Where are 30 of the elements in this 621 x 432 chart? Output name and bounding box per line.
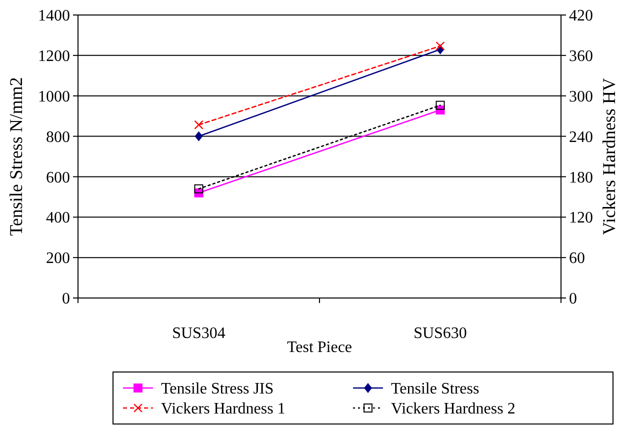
y-tick-label: 200 [46, 250, 70, 268]
y-tick-label: 1200 [38, 48, 70, 66]
y2-tick-label: 120 [569, 210, 593, 227]
point [436, 41, 445, 51]
y2-tick-label: 360 [569, 48, 593, 66]
x-tick-label: SUS304 [172, 325, 226, 342]
point [194, 131, 203, 142]
point [194, 120, 204, 130]
y2-axis-title: Vickers Hardness HV [599, 78, 619, 235]
y2-tick-label: 240 [569, 128, 593, 146]
y-tick-label: 600 [46, 169, 70, 186]
y2-tick-label: 0 [569, 290, 577, 308]
point [436, 100, 445, 110]
legend-label: Tensile Stress [391, 380, 480, 398]
y-tick-label: 1000 [38, 88, 70, 106]
x-axis-title: Test Piece [286, 339, 352, 356]
y-tick-label: 1400 [38, 8, 70, 25]
y-axis-title: Tensile Stress N/mm2 [6, 77, 26, 236]
y2-tick-label: 300 [569, 88, 593, 106]
legend-label: Vickers Hardness 2 [391, 400, 516, 418]
y2-tick-label: 420 [569, 8, 593, 25]
legend-label: Vickers Hardness 1 [161, 400, 286, 418]
legend-label: Tensile Stress JIS [161, 380, 274, 398]
point [194, 184, 204, 194]
y2-tick-label: 180 [569, 169, 593, 186]
y2-tick-label: 60 [569, 250, 585, 268]
y-tick-label: 0 [62, 290, 70, 308]
y-tick-label: 400 [46, 210, 70, 227]
y-tick-label: 800 [46, 128, 70, 146]
x-tick-label: SUS630 [414, 325, 467, 342]
